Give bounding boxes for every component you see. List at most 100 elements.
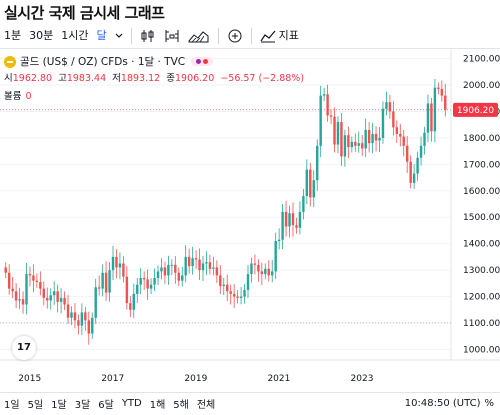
candle-body [163,267,167,276]
candle-body [25,274,28,305]
candle-body [52,291,56,296]
time-axis: 2015 2017 2019 2021 2023 [18,374,373,384]
candle-body [412,173,416,183]
open-label: 시 [4,73,13,84]
candle-body [392,111,395,128]
candle-body [122,263,125,277]
candle-body [302,196,305,212]
interval-1hour-button[interactable]: 1시간 [61,29,89,42]
candle-body [215,267,219,276]
candle-body [184,256,187,276]
range-6m-button[interactable]: 6달 [98,400,114,411]
interval-1min-button[interactable]: 1분 [4,29,22,42]
candle-body [374,133,378,141]
candle-body [357,143,360,146]
interval-month-button[interactable]: 달 [96,29,107,42]
candle-body [277,239,281,242]
candle-body [253,263,257,265]
range-5y-button[interactable]: 5해 [173,400,189,411]
indicators-button[interactable]: 지표 [256,25,303,47]
candle-body [295,225,298,228]
time-tick-label: 2019 [184,374,207,384]
page-title: 실시간 국제 금시세 그래프 [4,4,165,22]
range-1y-button[interactable]: 1해 [149,400,166,411]
change-value: −56.57 (−2.88%) [220,73,305,84]
candle-body [87,320,91,334]
candle-body [42,288,46,298]
candle-body [350,141,354,148]
price-chart[interactable]: 1000.00 1100.00 1200.00 1300.00 1400.00 1500.… [0,48,500,392]
candle-body [191,258,194,267]
candle-body [444,95,447,110]
chart-type-icon[interactable] [160,25,184,47]
candle-body [21,299,25,305]
candle-body [388,102,392,112]
range-3m-button[interactable]: 3달 [74,400,91,411]
candle-style-icon[interactable] [136,25,160,47]
candle-body [267,268,270,276]
candle-body [132,293,135,310]
volume-label: 볼륨 [4,91,22,102]
candle-body [80,312,84,326]
candle-body [160,267,163,272]
range-bar: 1일 5일 1달 3달 6달 YTD 1해 5해 전체 10:48:50 (UT… [0,392,500,414]
candle-body [28,274,32,276]
range-all-button[interactable]: 전체 [196,400,216,411]
price-tick-label: 1600.00 [463,187,500,197]
gold-coin-icon [4,55,16,68]
candle-body [440,88,444,96]
candle-body [142,278,146,280]
volume-legend: 볼륨 0 [4,88,32,102]
candle-body [433,87,437,132]
candle-body [409,161,412,183]
candle-body [347,135,350,148]
candle-body [101,272,104,289]
candle-body [208,262,212,269]
interval-dropdown-icon[interactable] [111,25,127,47]
candle-body [14,291,18,301]
candle-body [239,296,243,298]
time-tick-label: 2015 [18,374,41,384]
candle-body [118,263,122,268]
candle-body [66,304,70,318]
last-price-tag-label: 1906.20 [457,106,494,116]
candle-body [18,299,21,301]
high-value: 1983.44 [66,73,107,84]
ohlc-values: 시1962.80 고1983.44 저1893.12 종1906.20 −56.… [4,70,307,84]
candle-body [281,211,284,240]
add-compare-icon[interactable] [223,25,247,47]
candle-body [198,259,201,271]
candles [4,78,447,345]
candle-body [236,296,239,298]
area-chart-icon[interactable] [184,25,214,47]
candle-body [177,272,180,281]
candle-body [354,141,357,146]
candle-body [156,271,160,279]
price-tick-label: 1500.00 [463,213,500,223]
candle-body [39,282,42,289]
indicators-label: 지표 [278,29,299,42]
range-ytd-button[interactable]: YTD [121,398,142,409]
range-1m-button[interactable]: 1달 [51,400,67,411]
candle-body [94,287,97,318]
interval-30min-button[interactable]: 30분 [29,29,54,42]
candle-body [333,116,336,145]
candle-body [111,256,115,271]
candle-body [399,133,402,137]
candle-body [336,122,340,145]
candle-body [316,145,319,181]
market-status-badge[interactable] [191,57,214,66]
timezone-button[interactable]: % [484,398,494,409]
candle-body [416,157,419,174]
candle-body [222,284,225,286]
candle-body [212,267,215,269]
candle-body [70,312,73,318]
candle-body [343,135,347,157]
toolbar-separator [250,28,252,44]
tradingview-logo-icon[interactable]: 17 [12,336,36,360]
range-5d-button[interactable]: 5일 [27,400,44,411]
candle-body [378,137,381,141]
range-1d-button[interactable]: 1일 [4,400,20,411]
candle-body [125,276,129,304]
candle-body [312,180,315,198]
